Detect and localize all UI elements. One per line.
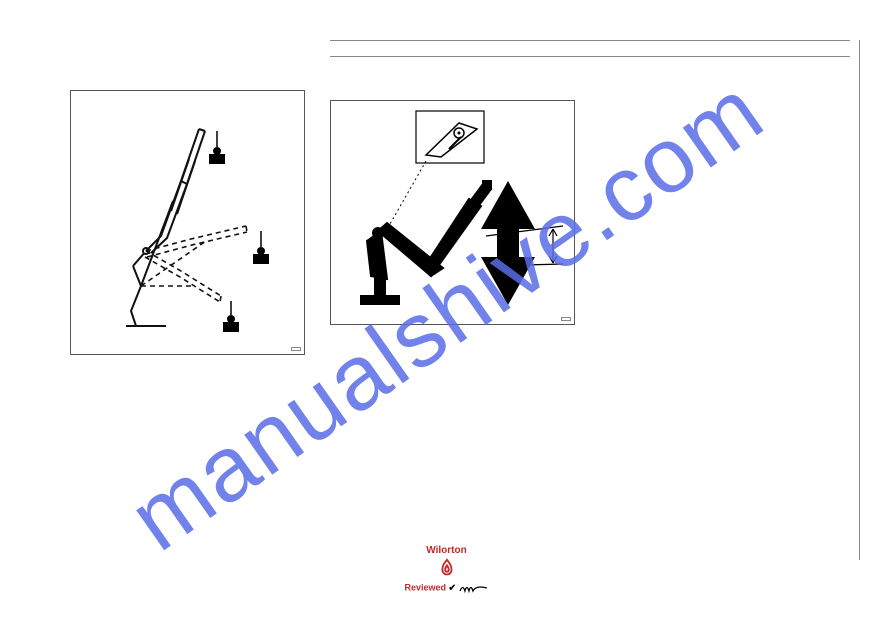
header-rule-bottom (330, 56, 850, 57)
figure-crane-range (330, 100, 575, 325)
checkmark-icon: ✔ (448, 582, 456, 592)
reviewed-label: Reviewed (404, 582, 446, 592)
stamp-brand: Wilorton (404, 545, 488, 556)
stamp-reviewed-row: Reviewed ✔ (404, 582, 488, 594)
flame-icon (435, 558, 457, 580)
figure-crane-positions (70, 90, 305, 355)
figure-left-label (291, 347, 301, 351)
review-stamp: Wilorton Reviewed ✔ (404, 545, 488, 594)
header-rule-top (330, 40, 850, 41)
right-margin-rule (859, 40, 860, 560)
figure-right-label (561, 317, 571, 321)
signature-icon (459, 582, 489, 594)
